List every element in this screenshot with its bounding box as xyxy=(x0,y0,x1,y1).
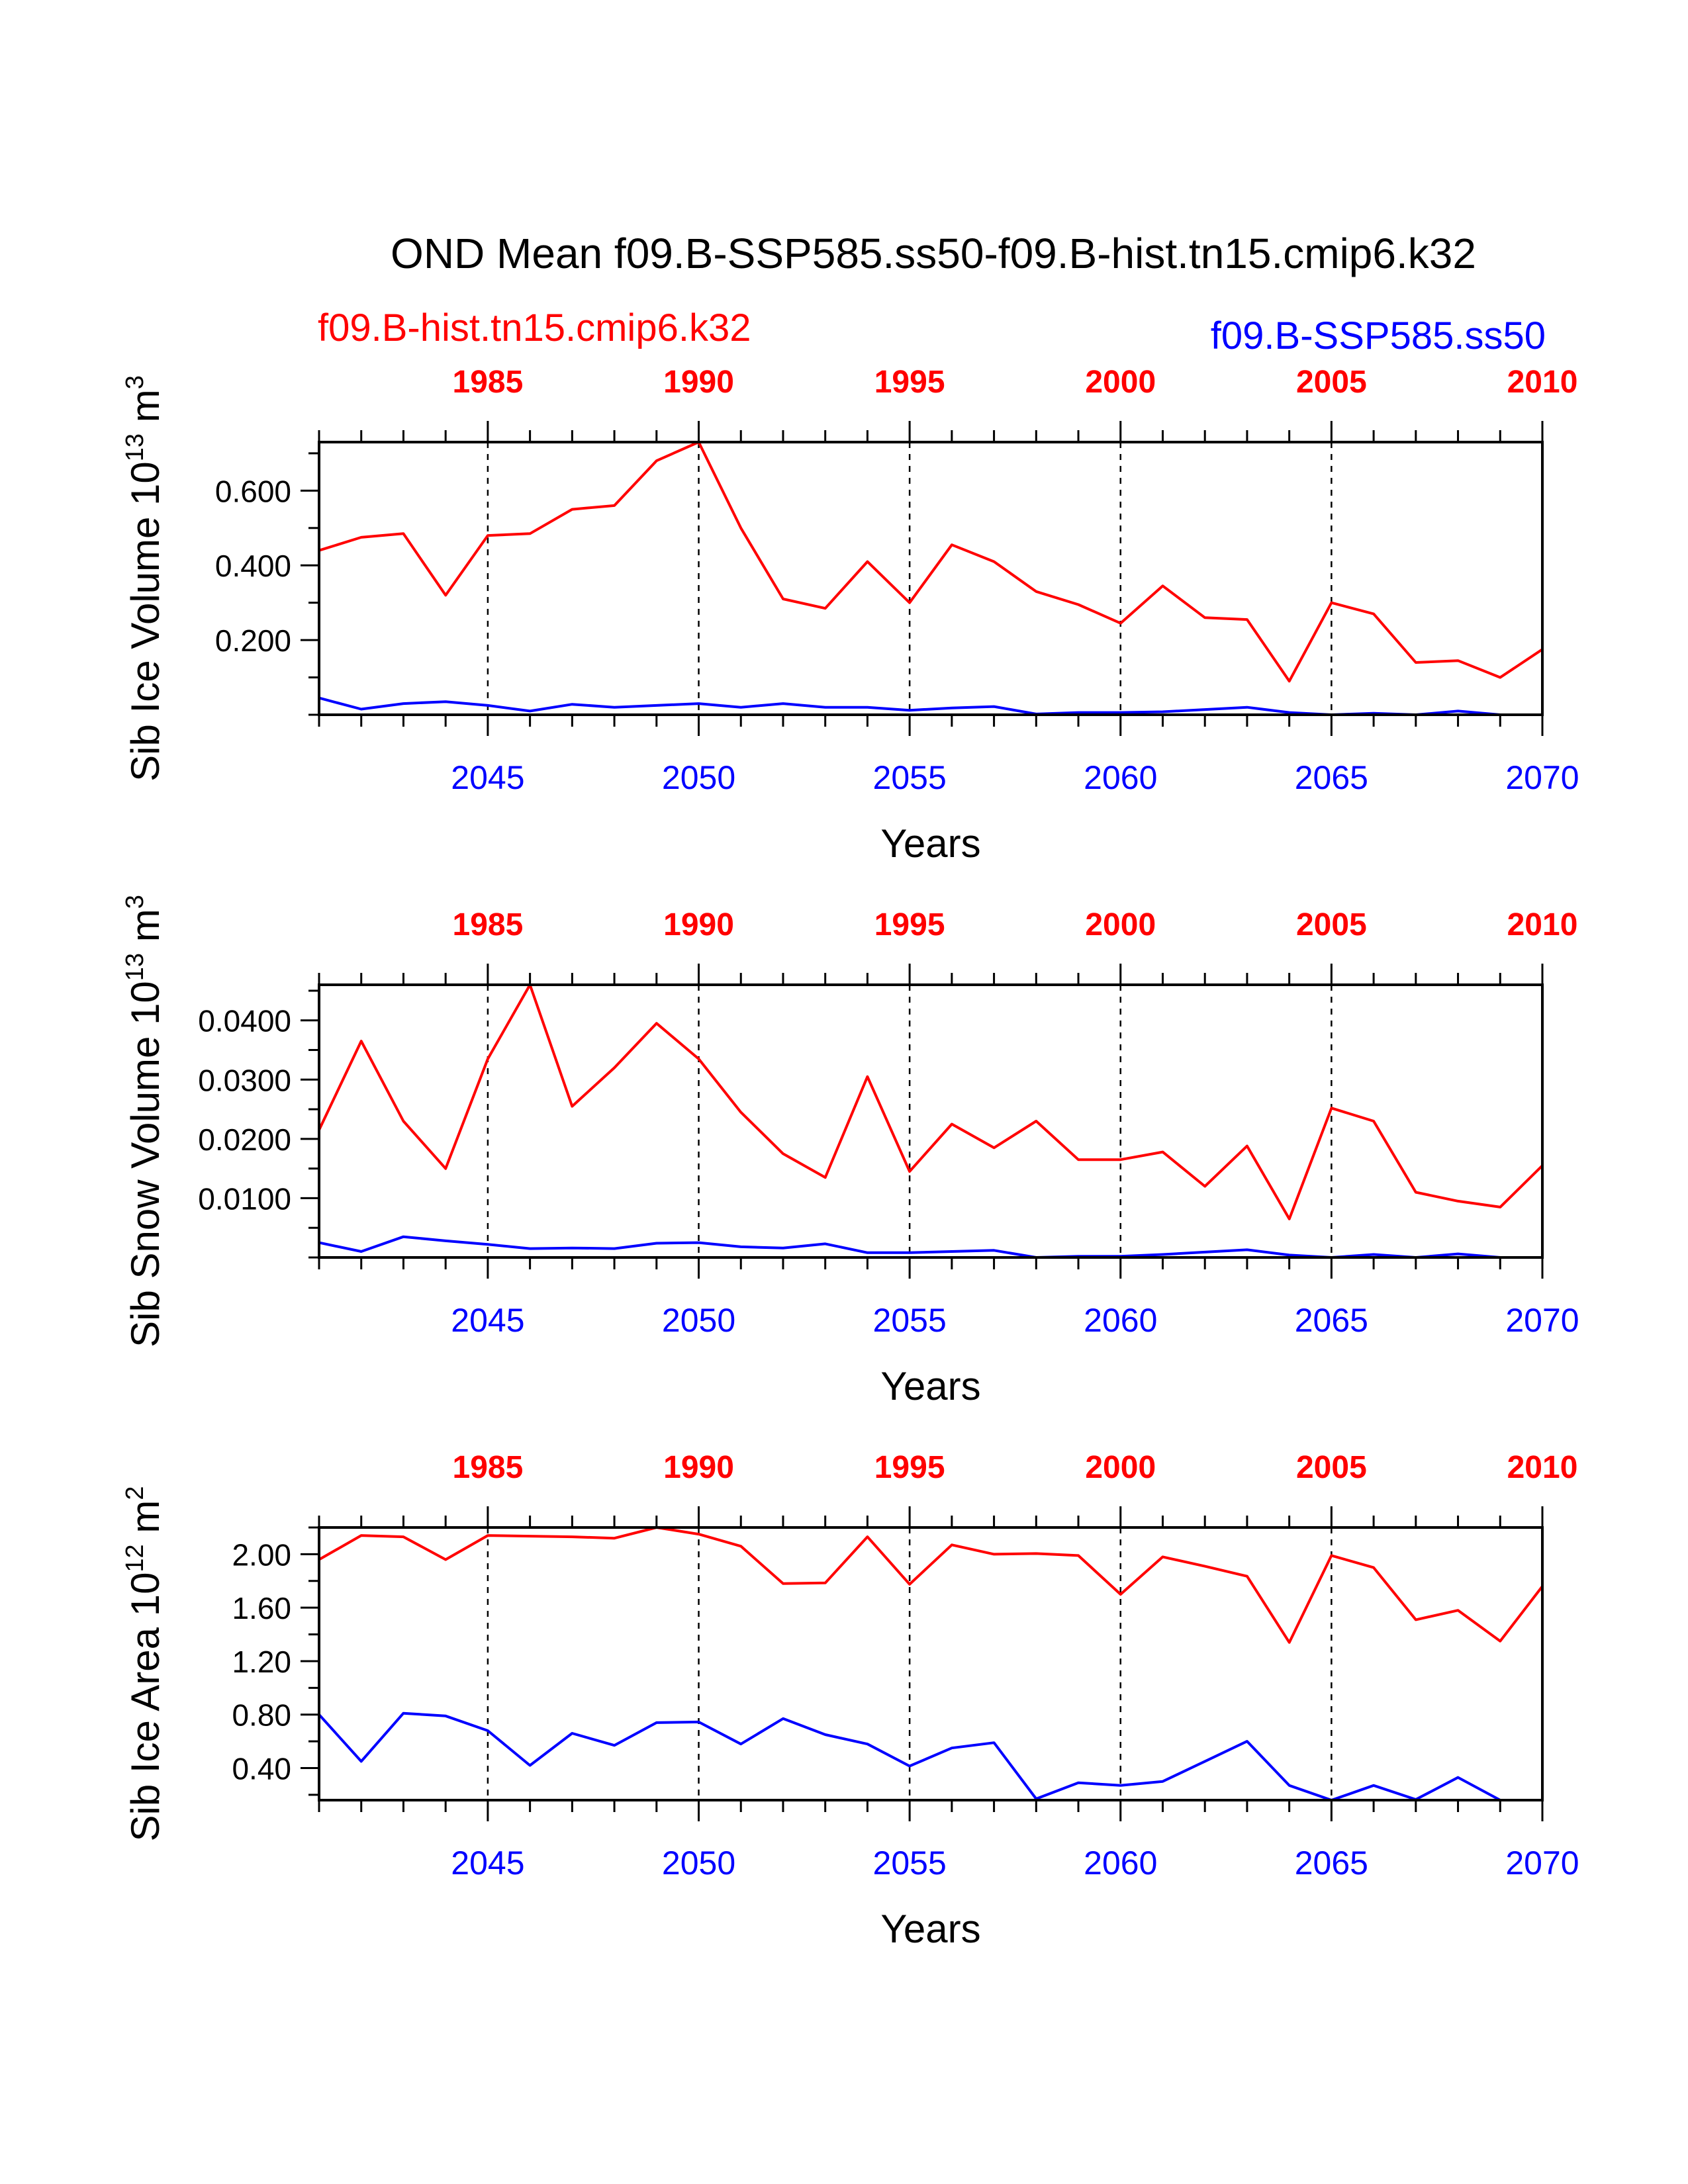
y-axis-label-exponent: 3 xyxy=(121,895,149,909)
y-axis-label-exponent: 2 xyxy=(121,1486,149,1500)
x-tick-label: 2055 xyxy=(873,1844,947,1882)
series-line-hist xyxy=(318,1526,1544,1644)
y-tick-label: 0.0100 xyxy=(198,1181,291,1216)
y-axis-label-exponent: 3 xyxy=(121,375,149,389)
x-tick-label: 2050 xyxy=(662,1302,735,1339)
top-tick-label: 2010 xyxy=(1507,1450,1578,1485)
series-line-hist xyxy=(318,983,1544,1220)
y-tick-label: 0.0200 xyxy=(198,1122,291,1157)
x-tick-label: 2070 xyxy=(1505,759,1579,796)
top-tick-label: 1995 xyxy=(874,1450,945,1485)
x-tick-label: 2055 xyxy=(873,1302,947,1339)
x-tick-label: 2070 xyxy=(1505,1844,1579,1882)
y-tick-label: 2.00 xyxy=(232,1537,291,1572)
x-tick-label: 2065 xyxy=(1295,759,1368,796)
top-tick-label: 2010 xyxy=(1507,365,1578,400)
series-line-ssp xyxy=(318,1235,1542,1259)
top-tick-label: 1985 xyxy=(453,365,524,400)
y-axis-label-part: Sib Snow Volume 10 xyxy=(123,981,167,1347)
y-axis-label-exponent: 13 xyxy=(121,433,149,461)
series-line-ssp xyxy=(318,696,1542,716)
y-axis-label-exponent: 12 xyxy=(121,1544,149,1572)
plot-frame xyxy=(318,983,1544,1259)
top-tick-label: 1995 xyxy=(874,365,945,400)
top-tick-label: 2000 xyxy=(1085,1450,1156,1485)
y-axis-label: Sib Snow Volume 1013 m3 xyxy=(121,895,167,1347)
x-tick-label: 2060 xyxy=(1084,1844,1157,1882)
y-axis-label-part: m xyxy=(123,909,167,953)
top-tick-label: 1990 xyxy=(663,365,734,400)
top-tick-label: 2000 xyxy=(1085,365,1156,400)
y-axis-label: Sib Ice Area 1012 m2 xyxy=(121,1486,167,1841)
top-tick-label: 2005 xyxy=(1296,907,1367,942)
x-tick-label: 2055 xyxy=(873,759,947,796)
y-axis-label-part: m xyxy=(123,1500,167,1545)
panels: 2045 2050 2055 2060 2065 2070 1985 1990 1995 2000… xyxy=(121,365,1579,1951)
top-tick-label: 1990 xyxy=(663,907,734,942)
top-tick-label: 2005 xyxy=(1296,365,1367,400)
x-tick-label: 2060 xyxy=(1084,759,1157,796)
x-tick-label: 2050 xyxy=(662,1844,735,1882)
y-tick-label: 0.0400 xyxy=(198,1004,291,1038)
y-axis-label: Sib Ice Volume 1013 m3 xyxy=(121,375,167,782)
y-axis-label-part: Sib Ice Area 10 xyxy=(123,1572,167,1842)
x-tick-label: 2065 xyxy=(1295,1302,1368,1339)
x-axis-label: Years xyxy=(880,1907,980,1951)
x-axis-label: Years xyxy=(880,1364,980,1408)
y-tick-label: 0.0300 xyxy=(198,1063,291,1097)
x-axis-label: Years xyxy=(880,821,980,866)
x-tick-label: 2070 xyxy=(1505,1302,1579,1339)
legend-ssp-label: f09.B-SSP585.ss50 xyxy=(1211,314,1546,357)
y-tick-label: 0.40 xyxy=(232,1752,291,1786)
series-line-hist xyxy=(318,441,1544,683)
x-tick-label: 2045 xyxy=(451,1302,524,1339)
x-tick-label: 2050 xyxy=(662,759,735,796)
top-tick-label: 1990 xyxy=(663,1450,734,1485)
plot-frame xyxy=(318,441,1544,716)
y-axis-label-exponent: 13 xyxy=(121,953,149,981)
top-tick-label: 2000 xyxy=(1085,907,1156,942)
plot-frame xyxy=(318,1526,1544,1801)
top-tick-label: 2010 xyxy=(1507,907,1578,942)
top-tick-label: 1995 xyxy=(874,907,945,942)
panel-1: 2045 2050 2055 2060 2065 2070 1985 1990 1995 2000… xyxy=(121,365,1579,866)
y-tick-label: 0.600 xyxy=(215,474,291,508)
x-tick-label: 2060 xyxy=(1084,1302,1157,1339)
x-tick-label: 2045 xyxy=(451,759,524,796)
x-tick-label: 2065 xyxy=(1295,1844,1368,1882)
top-tick-label: 1985 xyxy=(453,907,524,942)
chart-title: OND Mean f09.B-SSP585.ss50-f09.B-hist.tn… xyxy=(391,230,1476,277)
panel-2: 2045 2050 2055 2060 2065 2070 1985 1990 1995 2000… xyxy=(121,895,1579,1408)
series-line-ssp xyxy=(318,1711,1542,1801)
y-tick-label: 0.400 xyxy=(215,549,291,583)
y-tick-label: 0.200 xyxy=(215,623,291,658)
y-axis-label-part: Sib Ice Volume 10 xyxy=(123,461,167,782)
top-tick-label: 1985 xyxy=(453,1450,524,1485)
x-tick-label: 2045 xyxy=(451,1844,524,1882)
y-tick-label: 1.20 xyxy=(232,1645,291,1679)
top-tick-label: 2005 xyxy=(1296,1450,1367,1485)
y-axis-label-part: m xyxy=(123,389,167,433)
legend-hist-label: f09.B-hist.tn15.cmip6.k32 xyxy=(318,306,751,349)
y-tick-label: 1.60 xyxy=(232,1591,291,1625)
panel-3: 2045 2050 2055 2060 2065 2070 1985 1990 1995 2000… xyxy=(121,1450,1579,1951)
y-tick-label: 0.80 xyxy=(232,1698,291,1733)
